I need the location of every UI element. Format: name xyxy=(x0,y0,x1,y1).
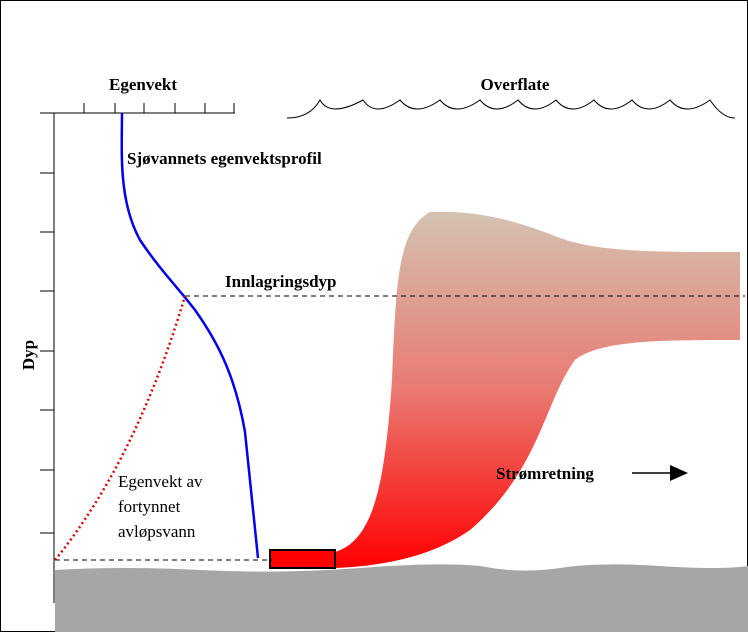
profile-label: Sjøvannets egenvektsprofil xyxy=(127,149,322,168)
density-profile xyxy=(120,112,260,559)
outlet xyxy=(269,549,336,569)
axes xyxy=(40,103,235,603)
effluent-profile xyxy=(54,295,187,561)
effluent-label: avløpsvann xyxy=(118,522,196,541)
seabed xyxy=(55,564,748,632)
plume xyxy=(335,211,740,568)
depth-label: Dyp xyxy=(19,340,38,370)
effluent-label: Egenvekt av xyxy=(118,472,203,491)
arrow-head xyxy=(670,465,688,481)
density-label: Egenvekt xyxy=(109,75,177,94)
waves xyxy=(286,98,736,119)
current-label: Strømretning xyxy=(496,464,594,483)
effluent-label: fortynnet xyxy=(118,497,181,516)
surface-label: Overflate xyxy=(481,75,550,94)
trap-label: Innlagringsdyp xyxy=(225,272,337,291)
